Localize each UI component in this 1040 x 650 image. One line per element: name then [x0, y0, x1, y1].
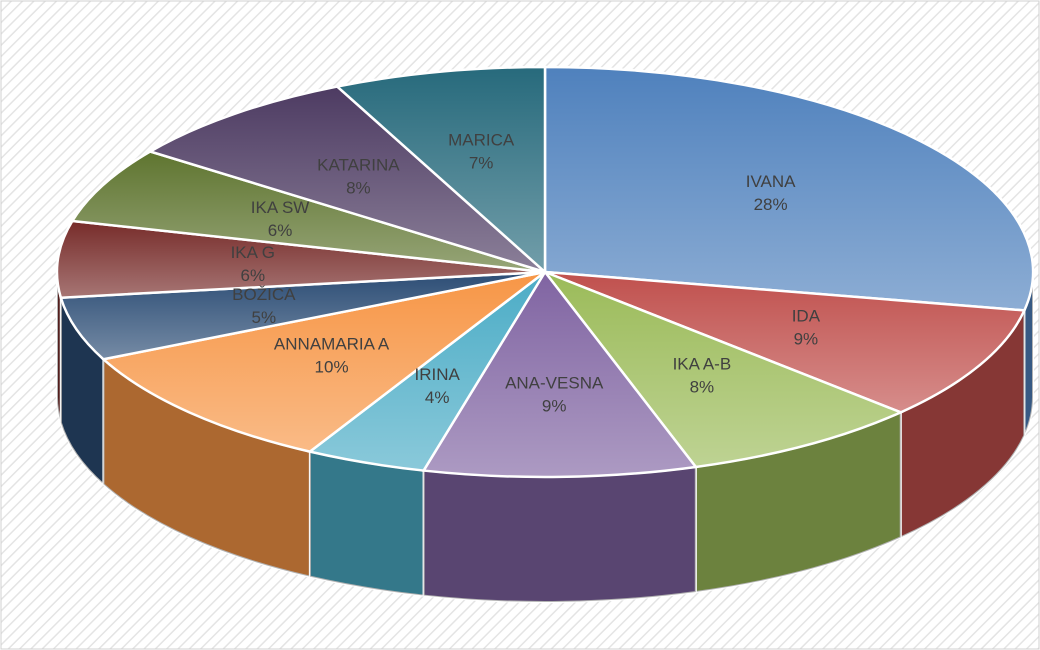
value-label: 4% [425, 388, 450, 407]
slice-side-shade [309, 451, 424, 596]
data-labels: IVANA 28% IDA 9% IKA A-B 8% ANA-VESNA 9% IRINA 4%… [231, 130, 821, 415]
slice-shine [423, 272, 696, 477]
slice-shine [150, 86, 545, 272]
value-label: 9% [794, 329, 819, 348]
slice-shine [337, 67, 545, 272]
slice-shine [545, 272, 1025, 413]
slice-shine [60, 272, 546, 360]
category-label: IRINA [415, 365, 461, 384]
category-label: ANNAMARIA A [274, 335, 390, 354]
slice-shine [57, 221, 546, 298]
category-label: MARICA [448, 130, 515, 149]
value-label: 9% [542, 396, 567, 415]
category-label: IKA SW [251, 198, 310, 217]
category-label: BOŽICA [232, 285, 296, 304]
slice-side-shade [900, 310, 1025, 538]
value-label: 5% [252, 308, 277, 327]
slice-side-shade [423, 466, 696, 602]
slice-shine [309, 272, 545, 471]
slice-side-shade [1024, 272, 1033, 436]
category-label: IKA G [231, 243, 275, 262]
value-label: 7% [469, 153, 494, 172]
slice-side-shade [695, 412, 901, 592]
value-label: 6% [240, 266, 265, 285]
category-label: IDA [792, 306, 821, 325]
category-label: IKA A-B [673, 354, 732, 373]
category-label: IVANA [746, 172, 796, 191]
slice-shine [72, 151, 545, 272]
category-label: KATARINA [317, 156, 400, 175]
slice-side-shade [103, 359, 310, 577]
pie-sides [56, 271, 1034, 603]
value-label: 6% [268, 221, 293, 240]
slice-side-shade [60, 297, 104, 485]
category-label: ANA-VESNA [505, 373, 604, 392]
value-label: 10% [315, 358, 349, 377]
value-label: 28% [754, 195, 788, 214]
pie-tops [55, 65, 1035, 479]
value-label: 8% [690, 377, 715, 396]
slice-shine [103, 272, 545, 452]
value-label: 8% [346, 179, 371, 198]
slice-shine [545, 272, 901, 467]
slice-shine [545, 67, 1034, 311]
